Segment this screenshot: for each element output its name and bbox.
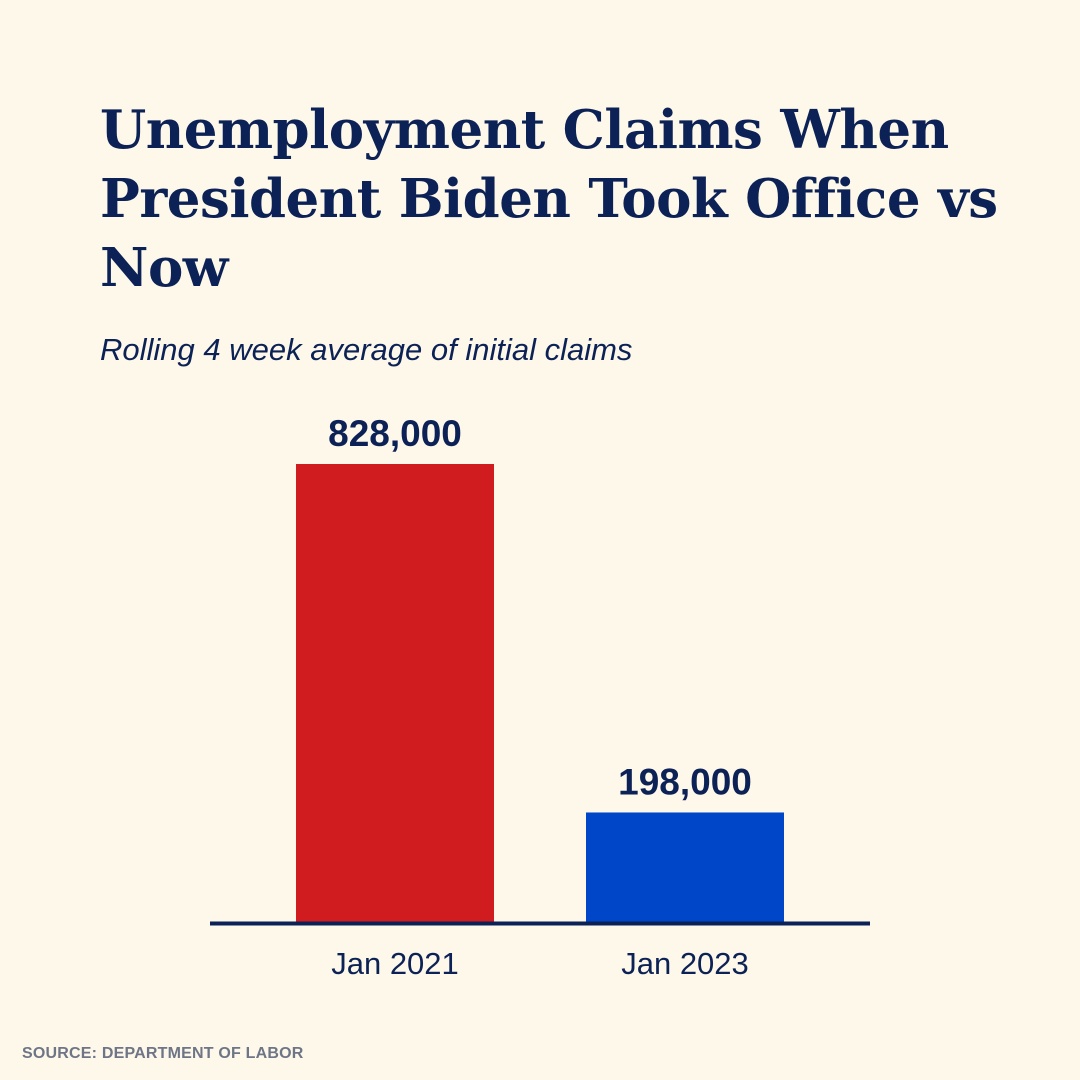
bar-value-label-2: 198,000 bbox=[618, 761, 752, 802]
x-tick-label-2: Jan 2023 bbox=[621, 946, 749, 981]
bar-1 bbox=[296, 464, 494, 922]
bar-value-label-1: 828,000 bbox=[328, 413, 462, 454]
x-tick-label-1: Jan 2021 bbox=[331, 946, 459, 981]
bar-2 bbox=[586, 812, 784, 922]
chart-title: Unemployment Claims When President Biden… bbox=[100, 99, 998, 299]
chart-subtitle: Rolling 4 week average of initial claims bbox=[100, 332, 633, 367]
source-note: SOURCE: DEPARTMENT OF LABOR bbox=[22, 1045, 304, 1062]
